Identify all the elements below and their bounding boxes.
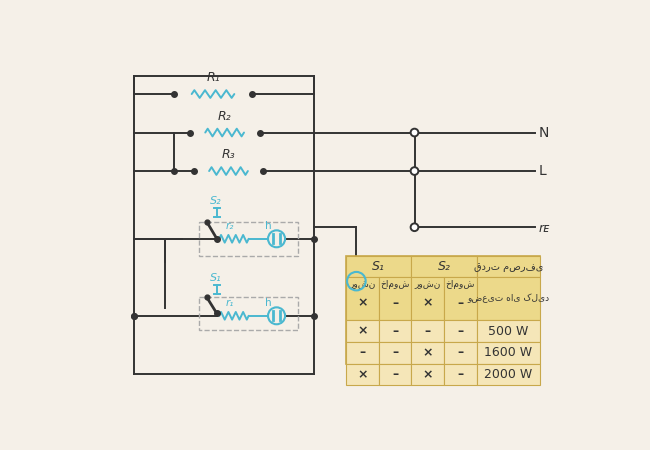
Text: روشن: روشن <box>415 280 441 289</box>
Text: ×: × <box>422 346 433 359</box>
Bar <box>444 277 476 320</box>
Circle shape <box>411 129 419 136</box>
Text: خاموش: خاموش <box>380 280 410 289</box>
Text: –: – <box>457 368 463 381</box>
Bar <box>346 320 379 342</box>
Bar <box>444 342 476 364</box>
Text: 1600 W: 1600 W <box>484 346 532 359</box>
Bar <box>411 277 444 320</box>
Text: r₂: r₂ <box>226 221 234 231</box>
Text: ×: × <box>422 368 433 381</box>
Text: ×: × <box>358 297 368 310</box>
Text: h: h <box>265 221 272 231</box>
Text: ×: × <box>422 297 433 310</box>
Bar <box>411 364 444 385</box>
Bar <box>346 256 540 364</box>
Text: –: – <box>392 325 398 338</box>
Bar <box>346 277 379 320</box>
Bar <box>411 342 444 364</box>
Text: S₂: S₂ <box>209 196 221 206</box>
Bar <box>476 320 540 342</box>
Bar <box>379 364 411 385</box>
Bar <box>476 256 540 277</box>
Text: R₁: R₁ <box>206 71 220 84</box>
Text: –: – <box>457 325 463 338</box>
Text: –: – <box>392 346 398 359</box>
Bar <box>346 256 411 277</box>
Bar <box>379 320 411 342</box>
Bar <box>346 342 379 364</box>
Text: وضعیت های کلید: وضعیت های کلید <box>467 294 549 304</box>
Text: 500 W: 500 W <box>488 325 528 338</box>
Text: –: – <box>392 368 398 381</box>
Text: –: – <box>424 325 431 338</box>
Text: قدرت مصرفی: قدرت مصرفی <box>474 261 543 271</box>
Bar <box>411 256 476 277</box>
Circle shape <box>411 167 419 175</box>
Bar <box>199 297 298 330</box>
Text: ×: × <box>358 368 368 381</box>
Bar <box>476 364 540 385</box>
Bar <box>476 342 540 364</box>
Bar <box>476 277 540 320</box>
Bar <box>444 320 476 342</box>
Bar <box>346 364 379 385</box>
Bar <box>379 342 411 364</box>
Text: h: h <box>265 298 272 308</box>
Bar <box>411 320 444 342</box>
Text: L: L <box>538 164 546 178</box>
Text: روشن: روشن <box>350 280 376 289</box>
Bar <box>444 364 476 385</box>
Text: –: – <box>457 346 463 359</box>
Bar <box>199 222 298 256</box>
Text: r₁: r₁ <box>226 298 234 308</box>
Text: S₁: S₁ <box>372 260 385 273</box>
Text: N: N <box>538 126 549 140</box>
Text: –: – <box>359 346 366 359</box>
Text: S₂: S₂ <box>437 260 450 273</box>
Text: S₁: S₁ <box>209 273 221 283</box>
Text: R₃: R₃ <box>222 148 235 161</box>
Circle shape <box>411 223 419 231</box>
Text: خاموش: خاموش <box>445 280 475 289</box>
Text: 2000 W: 2000 W <box>484 368 532 381</box>
Text: R₂: R₂ <box>218 109 231 122</box>
Bar <box>379 277 411 320</box>
Text: ×: × <box>358 325 368 338</box>
Text: rᴇ: rᴇ <box>538 222 550 235</box>
Text: –: – <box>457 297 463 310</box>
Text: –: – <box>392 297 398 310</box>
